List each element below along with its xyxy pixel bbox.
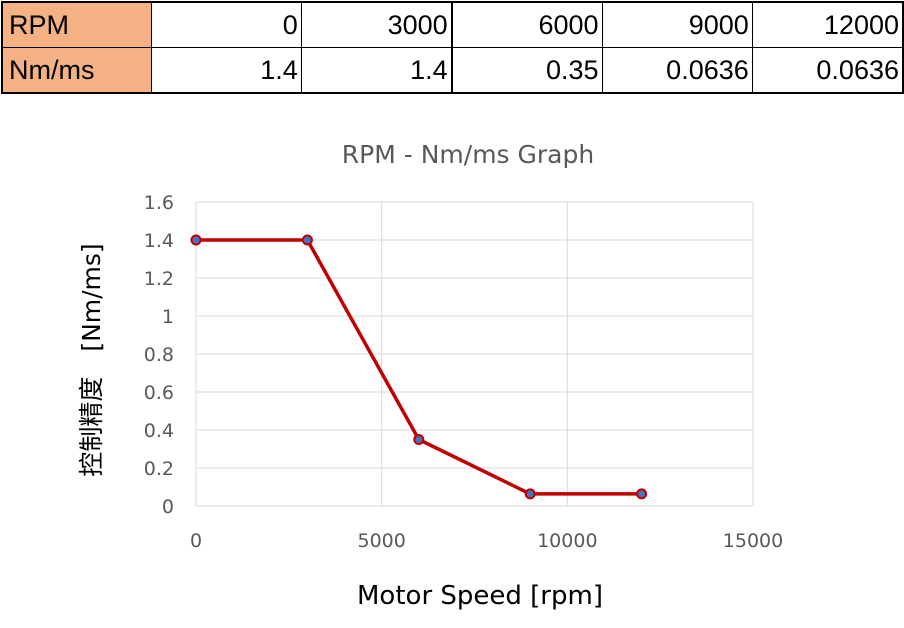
table-cell: 0.0636: [751, 47, 904, 94]
y-tick-label: 0: [162, 496, 174, 518]
y-tick-label: 0.4: [144, 420, 174, 442]
x-tick-label: 15000: [723, 530, 783, 552]
y-tick-label: 0.6: [144, 382, 174, 404]
x-axis-title: Motor Speed [rpm]: [357, 581, 603, 611]
table-cell: 3000: [300, 1, 453, 48]
chart-title: RPM - Nm/ms Graph: [342, 140, 594, 169]
table-cell: 1.4: [151, 47, 302, 94]
y-tick-label: 0.2: [144, 458, 174, 480]
grid: [195, 201, 754, 507]
y-tick-label: 0.8: [144, 344, 174, 366]
table-cell: 12000: [751, 1, 904, 48]
data-point: [413, 434, 425, 445]
x-tick-label: 0: [190, 530, 202, 552]
row-label-nmms: Nm/ms: [1, 47, 153, 94]
row-label-rpm: RPM: [1, 1, 153, 48]
table-cell: 0.35: [450, 47, 603, 94]
data-point: [190, 234, 202, 246]
table-cell: 1.4: [300, 47, 453, 94]
y-tick-label: 1: [162, 306, 174, 328]
data-point: [301, 234, 313, 246]
data-point: [636, 488, 648, 500]
table-cell: 9000: [601, 1, 753, 48]
y-tick-label: 1.4: [144, 230, 174, 252]
x-tick-label: 5000: [357, 530, 405, 552]
y-tick-label: 1.6: [144, 192, 174, 214]
series: [190, 234, 648, 500]
y-tick-label: 1.2: [144, 268, 174, 290]
axes: 0 0.2 0.4 0.6 0.8 1 1.2 1.4 1.6 0 5000 10000 15000: [144, 192, 783, 552]
data-point: [524, 488, 536, 500]
y-axis-title: 控制精度 [Nm/ms]: [77, 243, 106, 476]
data-table: RPM 0 3000 6000 9000 12000 Nm/ms 1.4 1.4…: [1, 1, 904, 94]
table-cell: 0.0636: [601, 47, 753, 94]
table-row-nmms: Nm/ms 1.4 1.4 0.35 0.0636 0.0636: [1, 47, 904, 94]
x-tick-label: 10000: [537, 530, 597, 552]
